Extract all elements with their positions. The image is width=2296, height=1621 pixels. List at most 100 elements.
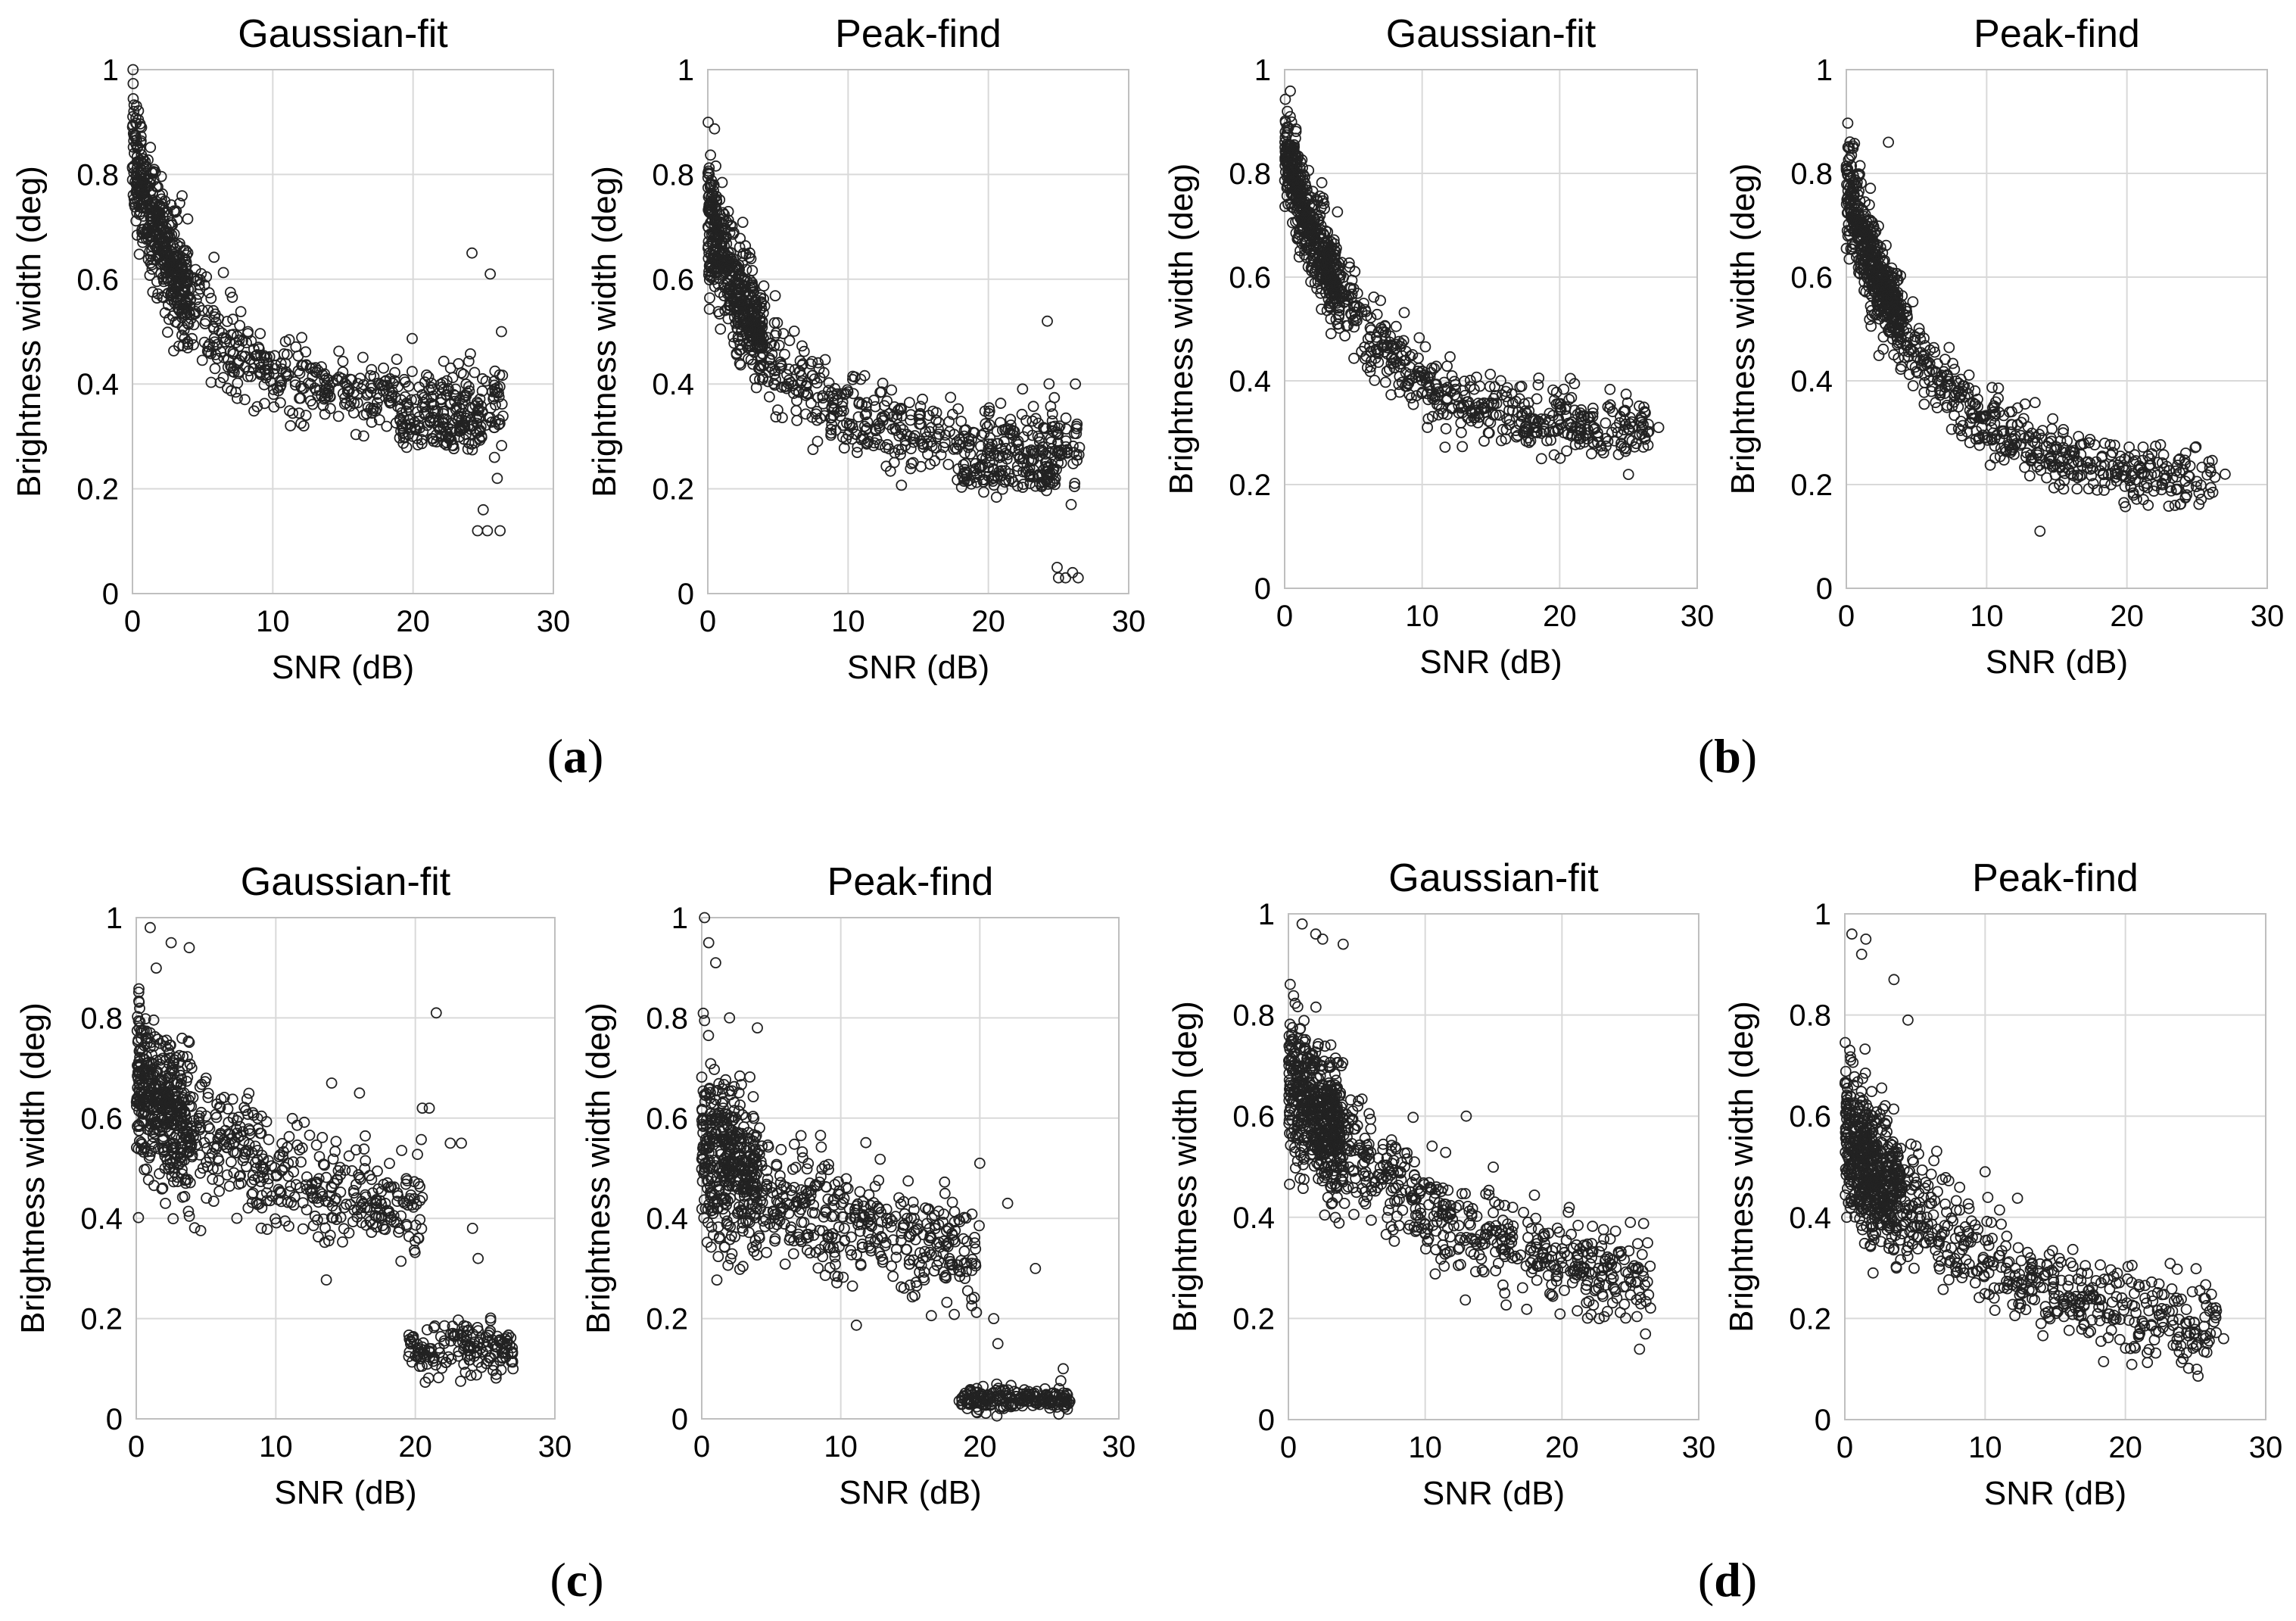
x-tick-label: 10 (1405, 600, 1439, 633)
x-tick-label: 10 (1970, 600, 2004, 633)
data-point (174, 241, 186, 253)
data-point (381, 420, 393, 432)
x-tick-label: 0 (124, 605, 141, 638)
data-point (466, 247, 478, 259)
x-axis-label: SNR (dB) (274, 1474, 416, 1511)
data-point (150, 962, 162, 974)
data-point (990, 491, 1002, 503)
data-point (326, 376, 338, 388)
data-point (796, 340, 808, 352)
data-point (259, 397, 270, 410)
data-point (438, 355, 450, 367)
data-point (279, 335, 291, 348)
data-point (1653, 422, 1665, 433)
data-point (313, 1151, 326, 1162)
data-point (386, 390, 397, 402)
x-axis-label: SNR (dB) (847, 649, 989, 686)
data-point (1478, 435, 1490, 447)
data-point (223, 1180, 235, 1192)
data-point (2219, 468, 2231, 480)
data-point (146, 259, 158, 271)
data-point (231, 392, 243, 404)
data-point (395, 1255, 407, 1267)
y-tick-label: 0.4 (76, 368, 119, 401)
data-point (324, 1230, 336, 1241)
data-point (332, 410, 344, 422)
data-point (491, 472, 503, 485)
data-point (196, 304, 208, 316)
data-points (1279, 85, 1665, 480)
data-point (294, 392, 305, 404)
data-point (339, 392, 351, 404)
data-point (159, 307, 171, 319)
x-tick-label: 0 (1276, 600, 1293, 633)
data-point (764, 391, 775, 403)
data-point (1986, 382, 1998, 394)
data-point (2034, 525, 2046, 537)
data-point (1456, 426, 1467, 438)
data-point (333, 345, 345, 357)
data-point (209, 363, 221, 375)
x-tick-label: 20 (398, 1430, 432, 1464)
plot-frame (1284, 69, 1698, 589)
data-point (316, 1132, 329, 1143)
data-point (952, 403, 964, 415)
data-point (477, 373, 488, 385)
data-point (2137, 441, 2149, 453)
y-axis-label: Brightness width (deg) (1163, 164, 1200, 495)
data-point (1604, 383, 1616, 395)
panel-label-d: (d) (1698, 1553, 1757, 1607)
data-point (1048, 391, 1061, 404)
data-point (202, 304, 214, 316)
data-point (227, 313, 239, 326)
data-point (1072, 572, 1084, 584)
data-point (1943, 341, 1955, 354)
data-point (225, 360, 237, 373)
data-point (330, 1136, 342, 1147)
data-point (337, 1236, 348, 1248)
data-point (460, 378, 472, 390)
data-point (226, 385, 237, 397)
data-point (1918, 398, 1930, 410)
data-point (1939, 354, 1951, 366)
data-point (320, 1171, 332, 1183)
data-point (144, 270, 156, 282)
data-point (484, 268, 496, 280)
data-point (788, 325, 800, 337)
data-point (1316, 176, 1328, 189)
data-point (1051, 562, 1063, 573)
data-point (360, 1130, 371, 1142)
x-tick-label: 10 (256, 605, 290, 638)
data-points (702, 117, 1086, 584)
data-point (1842, 117, 1854, 129)
data-point (350, 429, 362, 441)
data-point (419, 376, 431, 388)
data-point (922, 448, 933, 460)
data-point (260, 369, 273, 381)
data-point (371, 388, 383, 401)
y-tick-label: 0.8 (652, 158, 694, 192)
data-point (205, 292, 217, 304)
data-point (127, 64, 139, 76)
data-point (481, 525, 494, 537)
data-point (228, 1167, 240, 1179)
x-axis-label: SNR (dB) (272, 649, 414, 686)
data-point (942, 459, 955, 470)
data-point (443, 1351, 454, 1363)
data-point (240, 1161, 252, 1173)
x-tick-label: 20 (396, 605, 430, 638)
data-point (2047, 413, 2059, 425)
data-point (784, 335, 796, 347)
data-point (211, 352, 223, 364)
data-point (1325, 328, 1337, 340)
data-point (147, 286, 159, 298)
data-point (226, 291, 238, 304)
data-point (179, 253, 192, 265)
data-point (790, 405, 802, 416)
data-point (737, 217, 749, 229)
y-tick-label: 0.8 (1229, 157, 1271, 191)
data-point (1005, 413, 1017, 426)
data-point (1622, 469, 1634, 480)
x-tick-label: 10 (259, 1430, 293, 1464)
data-point (347, 407, 360, 419)
